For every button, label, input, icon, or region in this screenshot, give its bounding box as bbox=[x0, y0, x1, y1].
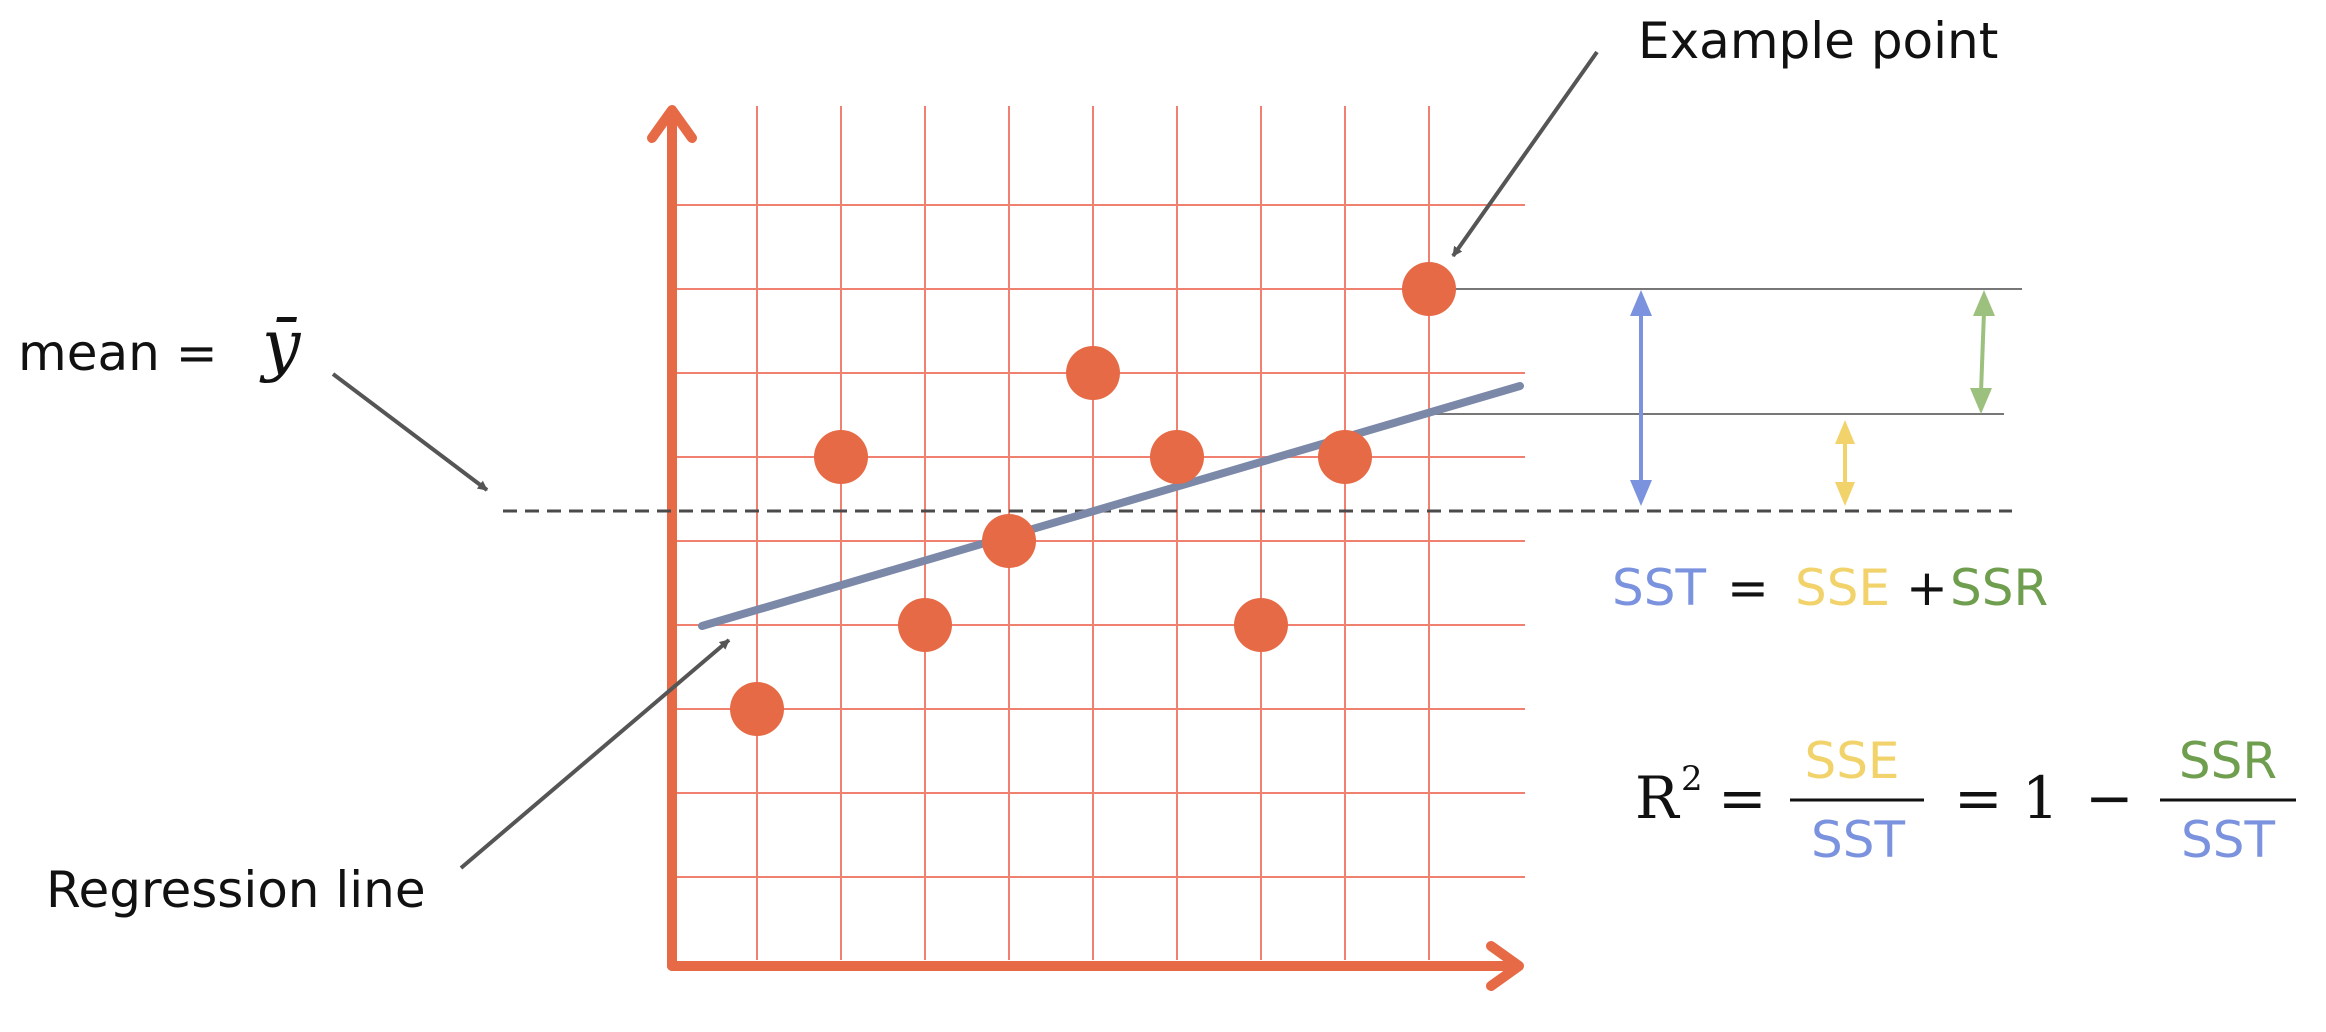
example-point-label: Example point bbox=[1638, 12, 1998, 70]
r-equals: = bbox=[1718, 764, 1767, 832]
x-axis-arrowhead bbox=[1486, 941, 1524, 991]
data-point bbox=[898, 598, 952, 652]
reference-lines bbox=[1429, 288, 2022, 415]
data-point bbox=[730, 682, 784, 736]
equals-2: = bbox=[1954, 764, 2003, 832]
data-point bbox=[982, 514, 1036, 568]
mean-callout-arrow bbox=[331, 372, 489, 492]
equation-sst: SST bbox=[1612, 559, 1706, 617]
equation-equals: = bbox=[1727, 559, 1769, 617]
fraction2-numerator: SSR bbox=[2179, 732, 2277, 790]
fraction1-denominator: SST bbox=[1811, 811, 1905, 869]
equation-sse: SSE bbox=[1795, 559, 1890, 617]
plot-grid bbox=[672, 106, 1525, 960]
example-data-point bbox=[1402, 262, 1456, 316]
data-point bbox=[1150, 430, 1204, 484]
example-point-callout-arrow bbox=[1451, 50, 1599, 258]
equation-ssr: SSR bbox=[1950, 559, 2048, 617]
ssr-arrow bbox=[1970, 290, 1995, 414]
plot-axes bbox=[647, 105, 1524, 991]
fraction1-numerator: SSE bbox=[1804, 732, 1899, 790]
y-axis-arrowhead bbox=[647, 105, 697, 143]
data-point bbox=[1234, 598, 1288, 652]
fraction2-denominator: SST bbox=[2181, 811, 2275, 869]
r-squared-equation: R 2 = SSE SST = 1 − SSR SST bbox=[1635, 732, 2296, 869]
minus: − bbox=[2085, 764, 2134, 832]
callout-arrows bbox=[331, 50, 1599, 870]
regression-callout-arrow bbox=[459, 638, 731, 870]
regression-line-label: Regression line bbox=[46, 861, 426, 919]
one: 1 bbox=[2022, 764, 2059, 832]
mean-symbol: ȳ bbox=[259, 306, 302, 385]
mean-label: mean = bbox=[18, 324, 218, 382]
equation-plus: + bbox=[1906, 559, 1948, 617]
data-point bbox=[1318, 430, 1372, 484]
data-points bbox=[730, 262, 1456, 736]
r-power: 2 bbox=[1681, 759, 1703, 799]
data-point bbox=[814, 430, 868, 484]
sse-arrow bbox=[1835, 420, 1855, 506]
regression-line bbox=[698, 382, 1524, 630]
sst-arrow bbox=[1630, 290, 1652, 506]
data-point bbox=[1066, 346, 1120, 400]
r-symbol: R bbox=[1635, 764, 1681, 832]
sum-of-squares-equation: SST = SSE + SSR bbox=[1612, 559, 2048, 617]
